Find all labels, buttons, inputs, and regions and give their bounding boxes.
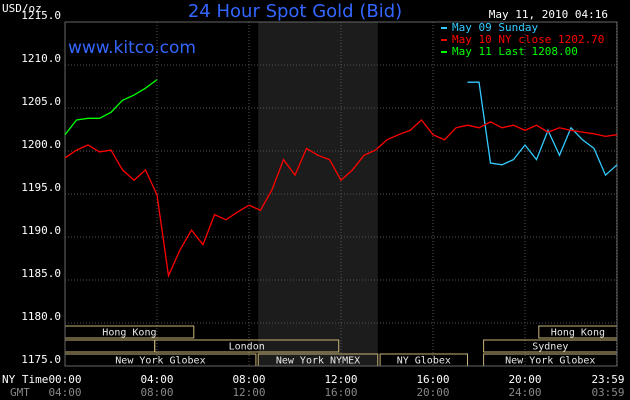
x-tick-label: 04:00 [140,373,173,386]
y-tick-label: 1190.0 [21,224,61,237]
x-tick-label: 12:00 [324,373,357,386]
y-tick-label: 1185.0 [21,267,61,280]
legend-label: May 11 Last 1208.00 [452,45,578,58]
x2-tick-label: 04:00 [48,386,81,399]
session-label: Sydney [532,342,568,353]
x-axis-label: NY Time [2,373,48,386]
session-label: Hong Kong [102,328,156,339]
x-tick-label: 23:59 [591,373,624,386]
session-label: London [229,342,265,353]
source: www.kitco.com [68,38,196,58]
series-line [64,79,158,136]
legend-label: May 10 NY close 1202.70 [452,33,604,46]
session-label: NY Globex [397,356,451,367]
plot-frame [64,21,618,367]
y-tick-label: 1195.0 [21,181,61,194]
y-tick-label: 1200.0 [21,138,61,151]
legend-label: May 09 Sunday [452,21,538,34]
y-tick-label: 1215.0 [21,9,61,22]
x2-tick-label: 12:00 [232,386,265,399]
x2-axis-label: GMT [10,386,30,399]
x2-tick-label: 24:00 [508,386,541,399]
y-axis-label: USD/oz [2,2,42,15]
session-box [154,339,340,353]
y-tick-label: 1175.0 [21,353,61,366]
x-tick-label: 16:00 [416,373,449,386]
session-label: Hong Kong [551,328,605,339]
y-tick-label: 1205.0 [21,95,61,108]
chart-title: 24 Hour Spot Gold (Bid) [188,1,402,22]
x-tick-label: 20:00 [508,373,541,386]
session-label: New York NYMEX [276,356,360,367]
series-line [467,81,618,177]
x2-tick-label: 16:00 [324,386,357,399]
series-line [64,119,618,279]
x2-tick-label: 03:59 [591,386,624,399]
session-label: New York Globex [505,356,595,367]
x2-tick-label: 08:00 [140,386,173,399]
y-tick-label: 1210.0 [21,52,61,65]
timestamp: May 11, 2010 04:16 [489,8,608,21]
y-tick-label: 1180.0 [21,310,61,323]
x-tick-label: 08:00 [232,373,265,386]
x-tick-label: 00:00 [48,373,81,386]
x2-tick-label: 20:00 [416,386,449,399]
session-label: New York Globex [115,356,205,367]
